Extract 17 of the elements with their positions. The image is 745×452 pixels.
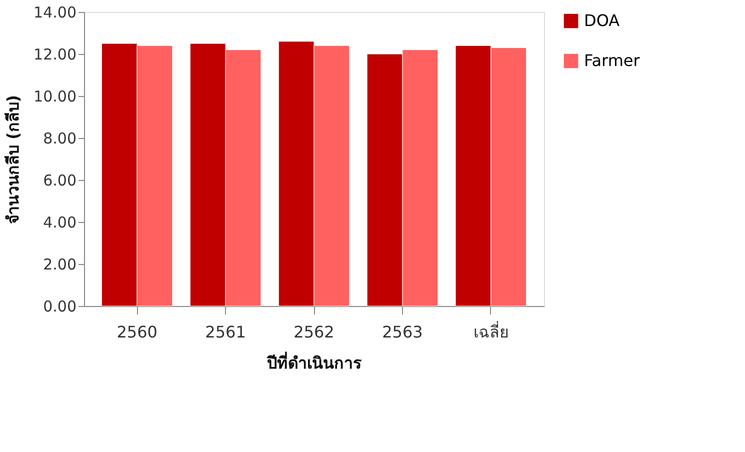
x-tick-label: 2562 [294, 322, 334, 342]
x-tick-label: 2563 [382, 322, 423, 342]
x-tick-label: 2561 [205, 322, 246, 342]
legend-label: Farmer [584, 51, 640, 70]
y-tick-label: 14.00 [34, 4, 76, 22]
x-tick-label: 2560 [116, 322, 158, 342]
y-tick-label: 8.00 [43, 130, 76, 148]
y-tick-label: 6.00 [43, 172, 76, 190]
y-axis-title: จำนวนกลีบ (กลีบ) [4, 94, 23, 224]
y-tick-label: 12.00 [34, 46, 76, 64]
legend-label: DOA [584, 11, 620, 30]
y-tick-label: 4.00 [43, 214, 76, 232]
x-tick-label: เฉลี่ย [473, 320, 508, 342]
y-tick-label: 2.00 [43, 256, 76, 274]
y-tick-label: 10.00 [34, 88, 76, 106]
y-tick-label: 0.00 [43, 298, 76, 316]
x-axis-title: ปีที่ดำเนินการ [266, 352, 362, 372]
